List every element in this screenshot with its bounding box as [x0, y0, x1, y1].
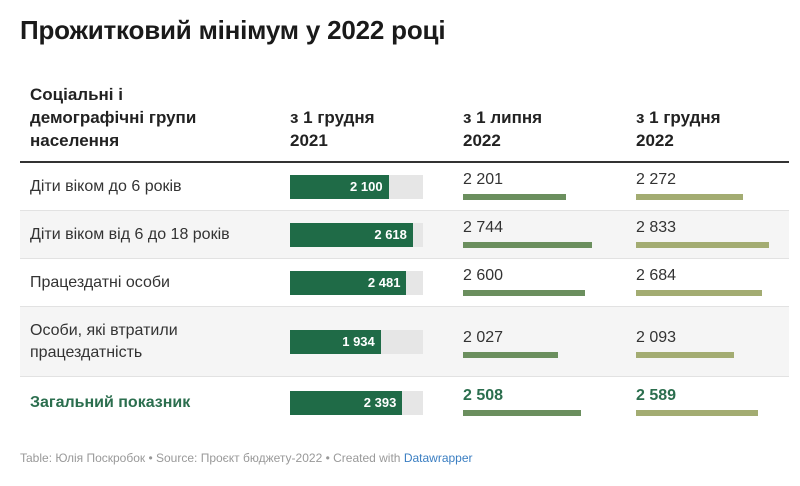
- header-col1: з 1 грудня 2021: [290, 106, 375, 152]
- bar-col3: [636, 410, 758, 416]
- value-col2: 2 600: [463, 267, 504, 284]
- bar-col2: [463, 290, 586, 296]
- bar-track: 2 100: [290, 175, 423, 199]
- header-col2-line: з 1 липня: [463, 108, 543, 127]
- bar-col2: [463, 410, 581, 416]
- header-group-line: населення: [30, 131, 120, 150]
- value-col2: 2 027: [463, 329, 504, 346]
- table-row: Діти віком від 6 до 18 років 2 618 2 744 2 …: [20, 211, 789, 259]
- bar-value-label: 2 618: [374, 227, 407, 242]
- value-col3: 2 684: [636, 267, 677, 284]
- bar-track: 1 934: [290, 330, 423, 354]
- bar-2021: 2 481: [290, 271, 407, 295]
- bar-2021: 2 100: [290, 175, 389, 199]
- row-label: Діти віком до 6 років: [30, 176, 182, 198]
- header-col3-line: з 1 грудня: [636, 108, 721, 127]
- row-label-line: Діти віком від 6 до 18 років: [30, 226, 230, 243]
- row-label-line: Особи, які втратили: [30, 322, 178, 339]
- header-group-line: Соціальні і: [30, 85, 123, 104]
- table-row: Особи, які втратили працездатність 1 934 2 …: [20, 307, 789, 377]
- header-col3-line: 2022: [636, 131, 674, 150]
- value-col3: 2 833: [636, 219, 677, 236]
- value-col3: 2 272: [636, 171, 677, 188]
- row-label-line: Працездатні особи: [30, 274, 170, 291]
- chart-title: Прожитковий мінімум у 2022 році: [20, 15, 446, 45]
- bar-col2: [463, 352, 559, 358]
- header-col3: з 1 грудня 2022: [636, 106, 721, 152]
- table-row: Діти віком до 6 років 2 100 2 201 2 272: [20, 163, 789, 211]
- bar-col2: [463, 242, 592, 248]
- bar-track: 2 393: [290, 391, 423, 415]
- row-label: Діти віком від 6 до 18 років: [30, 224, 230, 246]
- value-col2: 2 508: [463, 387, 504, 404]
- bar-value-label: 2 100: [350, 179, 383, 194]
- row-label: Загальний показник: [30, 392, 190, 414]
- value-col2: 2 744: [463, 219, 504, 236]
- bar-value-label: 2 393: [363, 395, 397, 410]
- row-label-line: Загальний показник: [30, 394, 191, 411]
- value-col3: 2 589: [636, 387, 677, 404]
- header-col1-line: з 1 грудня: [290, 108, 375, 127]
- bar-2021: 2 393: [290, 391, 403, 415]
- bar-2021: 1 934: [290, 330, 381, 354]
- bar-col3: [636, 290, 762, 296]
- bar-value-label: 1 934: [342, 334, 375, 349]
- value-col3: 2 093: [636, 329, 677, 346]
- bar-track: 2 481: [290, 271, 423, 295]
- table-row-total: Загальний показник 2 393 2 508 2 589: [20, 377, 789, 429]
- bar-col3: [636, 242, 769, 248]
- header-group: Соціальні і демографічні групи населення: [30, 83, 196, 152]
- bar-2021: 2 618: [290, 223, 413, 247]
- bar-col3: [636, 194, 743, 200]
- footer: Table: Юлія Поскробок • Source: Проєкт б…: [20, 451, 473, 465]
- table-row: Працездатні особи 2 481 2 600 2 684: [20, 259, 789, 307]
- row-label-line: працездатність: [30, 344, 143, 361]
- value-col2: 2 201: [463, 171, 504, 188]
- footer-credits: Table: Юлія Поскробок • Source: Проєкт б…: [20, 451, 404, 465]
- datawrapper-link[interactable]: Datawrapper: [403, 451, 473, 465]
- bar-col3: [636, 352, 735, 358]
- header-col1-line: 2021: [290, 131, 328, 150]
- row-label-line: Діти віком до 6 років: [30, 178, 182, 195]
- header-col2: з 1 липня 2022: [463, 106, 542, 152]
- bar-track: 2 618: [290, 223, 423, 247]
- row-label: Особи, які втратили працездатність: [30, 320, 178, 364]
- header-col2-line: 2022: [463, 131, 501, 150]
- header-divider: [20, 161, 789, 163]
- header-group-line: демографічні групи: [30, 108, 197, 127]
- row-label: Працездатні особи: [30, 272, 170, 294]
- bar-col2: [463, 194, 567, 200]
- bar-value-label: 2 481: [367, 275, 401, 290]
